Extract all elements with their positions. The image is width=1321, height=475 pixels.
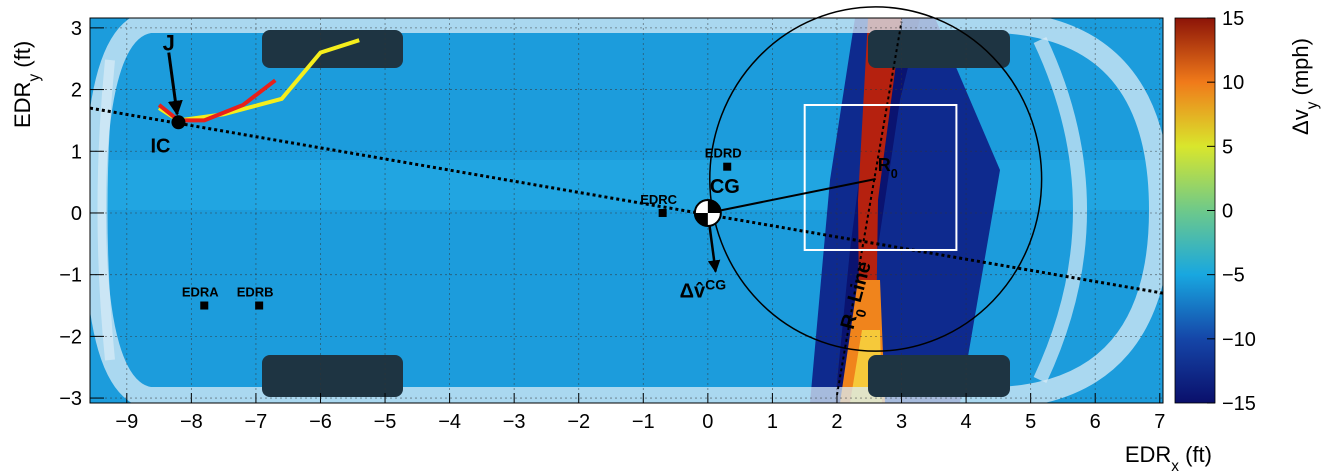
ic-label: IC: [150, 135, 170, 157]
y-axis-label-part: (ft): [10, 41, 35, 74]
edr-label: EDRC: [640, 192, 677, 207]
x-tick-label: −5: [374, 411, 397, 433]
dv-label: Δv̂CG: [680, 277, 727, 303]
x-tick-label: −1: [632, 411, 655, 433]
x-tick-label: −2: [567, 411, 590, 433]
r0-line-label-part: R: [837, 311, 862, 331]
colorbar-tick-label: 0: [1222, 201, 1233, 223]
x-tick-label: 5: [1025, 411, 1036, 433]
y-tick-label: −1: [59, 265, 82, 287]
r0-label: R0: [878, 155, 898, 181]
x-axis-label-part: EDR: [1125, 442, 1171, 467]
j-arrow: [167, 52, 183, 116]
region-box: [803, 103, 958, 251]
reference-line: [89, 106, 1164, 295]
colorbar-label-part: (mph): [1288, 38, 1313, 102]
y-axis-label-part: EDR: [10, 82, 35, 128]
y-tick-label: 2: [71, 80, 82, 102]
colorbar-tick-label: 15: [1222, 8, 1244, 30]
plot-frame: [89, 17, 1164, 404]
cg-r0-line: [707, 178, 876, 214]
colorbar-label: Δvy (mph): [1288, 38, 1321, 135]
x-tick-label: 4: [961, 411, 972, 433]
dv-label-part: Δv̂: [680, 281, 706, 303]
x-tick-label: 3: [896, 411, 907, 433]
x-tick-label: 0: [702, 411, 713, 433]
edr-point: [255, 301, 264, 310]
y-tick-label: 1: [71, 141, 82, 163]
x-tick-label: −3: [503, 411, 526, 433]
y-tick-label: 3: [71, 18, 82, 40]
cg-quadrant: [694, 199, 721, 226]
r0-label-part: 0: [891, 167, 898, 181]
dv-label-part: CG: [705, 277, 726, 293]
edr-point: [200, 301, 209, 310]
heatmap: [90, 18, 1163, 403]
colorbar-tick-label: −5: [1222, 265, 1245, 287]
x-tick-label: 2: [831, 411, 842, 433]
colorbar-tick-label: 10: [1222, 72, 1244, 94]
r0-line-label-part: 0: [852, 307, 870, 319]
y-axis-label-part: y: [26, 74, 43, 82]
j-label: J: [163, 31, 175, 56]
edr-point: [658, 208, 667, 217]
colorbar-tick-label: 5: [1222, 136, 1233, 158]
x-tick-label: −6: [309, 411, 332, 433]
cg-point: [693, 198, 722, 227]
y-axis-label: EDRy (ft): [10, 41, 43, 128]
edr-label: EDRB: [237, 285, 274, 300]
edr-label: EDRD: [705, 146, 742, 161]
colorbar-tick-label: −15: [1222, 393, 1256, 415]
x-axis-label-part: x: [1171, 458, 1179, 475]
x-axis-label-part: (ft): [1179, 442, 1212, 467]
x-tick-label: 6: [1090, 411, 1101, 433]
x-tick-label: 7: [1154, 411, 1165, 433]
x-tick-label: −9: [115, 411, 138, 433]
r0-circle: [709, 6, 1043, 352]
colorbar-label-part: Δv: [1288, 109, 1313, 135]
x-tick-label: −8: [180, 411, 203, 433]
y-tick-label: −2: [59, 326, 82, 348]
colorbar-tick-label: −10: [1222, 329, 1256, 351]
colorbar-label-part: y: [1304, 101, 1321, 109]
x-tick-label: 1: [767, 411, 778, 433]
cg-label: CG: [710, 176, 740, 198]
y-tick-label: −3: [59, 388, 82, 410]
edr-label: EDRA: [182, 285, 219, 300]
ic-point: [171, 115, 186, 130]
x-axis-label: EDRx (ft): [1125, 442, 1212, 475]
r0-label-part: R: [878, 155, 891, 175]
x-tick-label: −7: [245, 411, 268, 433]
x-tick-label: −4: [438, 411, 461, 433]
edr-point: [723, 162, 732, 171]
y-tick-label: 0: [71, 203, 82, 225]
